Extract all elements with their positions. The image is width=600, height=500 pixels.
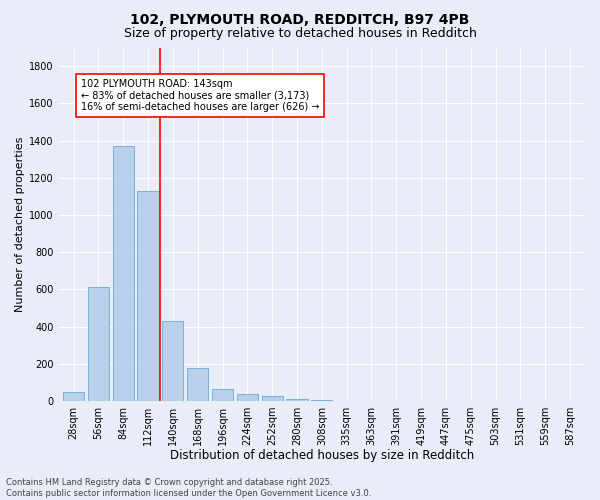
Bar [237,394,258,401]
Bar [63,392,84,401]
Bar [286,399,308,401]
X-axis label: Distribution of detached houses by size in Redditch: Distribution of detached houses by size … [170,450,474,462]
Bar [212,389,233,401]
Bar [137,190,158,401]
Bar [262,396,283,401]
Text: 102 PLYMOUTH ROAD: 143sqm
← 83% of detached houses are smaller (3,173)
16% of se: 102 PLYMOUTH ROAD: 143sqm ← 83% of detac… [81,80,319,112]
Bar [113,146,134,401]
Text: 102, PLYMOUTH ROAD, REDDITCH, B97 4PB: 102, PLYMOUTH ROAD, REDDITCH, B97 4PB [130,12,470,26]
Bar [163,321,184,401]
Text: Size of property relative to detached houses in Redditch: Size of property relative to detached ho… [124,28,476,40]
Bar [311,400,332,401]
Bar [88,288,109,401]
Y-axis label: Number of detached properties: Number of detached properties [15,136,25,312]
Text: Contains HM Land Registry data © Crown copyright and database right 2025.
Contai: Contains HM Land Registry data © Crown c… [6,478,371,498]
Bar [187,368,208,401]
